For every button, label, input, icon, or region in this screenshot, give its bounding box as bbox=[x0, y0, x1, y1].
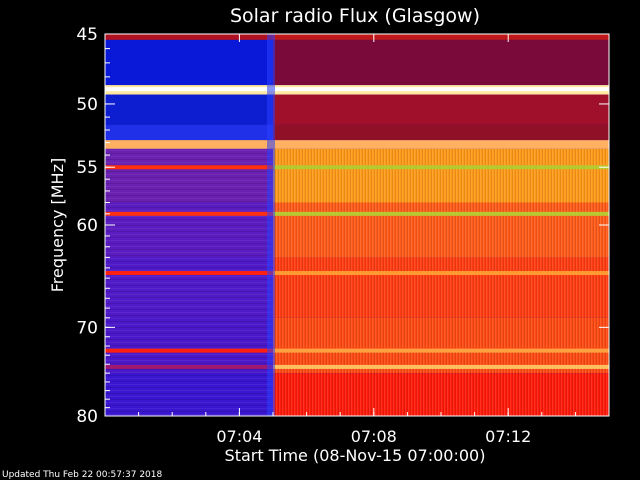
updated-timestamp: Updated Thu Feb 22 00:57:37 2018 bbox=[2, 470, 163, 480]
line-before-1 bbox=[105, 165, 273, 170]
line-before-2 bbox=[105, 211, 273, 216]
band-before-5 bbox=[105, 140, 273, 149]
y-tick-label-4: 70 bbox=[76, 318, 98, 338]
line-before-3 bbox=[105, 271, 273, 276]
x-axis-label: Start Time (08-Nov-15 07:00:00) bbox=[225, 446, 486, 465]
line-after-0 bbox=[273, 87, 609, 92]
y-tick-label-0: 45 bbox=[76, 25, 98, 45]
transition-edge bbox=[267, 34, 275, 416]
x-tick-label-1: 07:08 bbox=[351, 427, 397, 446]
spectrogram-plot-area bbox=[105, 34, 609, 416]
y-tick-label-5: 80 bbox=[76, 407, 98, 427]
line-after-2 bbox=[273, 211, 609, 216]
line-after-5 bbox=[273, 364, 609, 369]
y-tick-label-2: 55 bbox=[76, 158, 98, 178]
x-tick-label-0: 07:04 bbox=[216, 427, 262, 446]
y-tick-label-1: 50 bbox=[76, 95, 98, 115]
y-axis-ticks: 45 50 55 60 70 80 bbox=[76, 25, 609, 427]
line-before-4 bbox=[105, 348, 273, 353]
band-before-3 bbox=[105, 94, 273, 125]
line-after-1 bbox=[273, 165, 609, 170]
x-axis-ticks: 07:04 07:08 07:12 bbox=[138, 34, 576, 446]
band-before-4 bbox=[105, 124, 273, 141]
texture-before bbox=[105, 148, 273, 416]
chart-title: Solar radio Flux (Glasgow) bbox=[230, 5, 480, 27]
line-before-0 bbox=[105, 87, 273, 92]
band-after-3 bbox=[273, 94, 609, 125]
y-axis-label: Frequency [MHz] bbox=[48, 158, 67, 292]
line-after-3 bbox=[273, 271, 609, 276]
texture-after bbox=[273, 148, 609, 416]
band-before-1 bbox=[105, 39, 273, 86]
band-after-0 bbox=[273, 34, 609, 40]
line-before-5 bbox=[105, 364, 273, 369]
line-after-4 bbox=[273, 348, 609, 353]
band-after-5 bbox=[273, 140, 609, 149]
x-tick-label-2: 07:12 bbox=[485, 427, 531, 446]
band-after-1 bbox=[273, 39, 609, 86]
band-after-4 bbox=[273, 124, 609, 141]
y-tick-label-3: 60 bbox=[76, 216, 98, 236]
band-before-0 bbox=[105, 34, 273, 40]
